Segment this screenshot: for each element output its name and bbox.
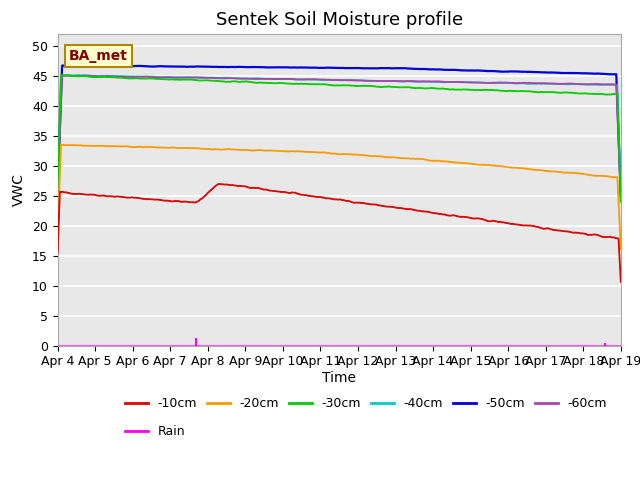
Text: BA_met: BA_met (69, 49, 128, 63)
Y-axis label: VWC: VWC (12, 173, 26, 206)
Legend: Rain: Rain (120, 420, 190, 444)
Title: Sentek Soil Moisture profile: Sentek Soil Moisture profile (216, 11, 463, 29)
X-axis label: Time: Time (322, 371, 356, 385)
